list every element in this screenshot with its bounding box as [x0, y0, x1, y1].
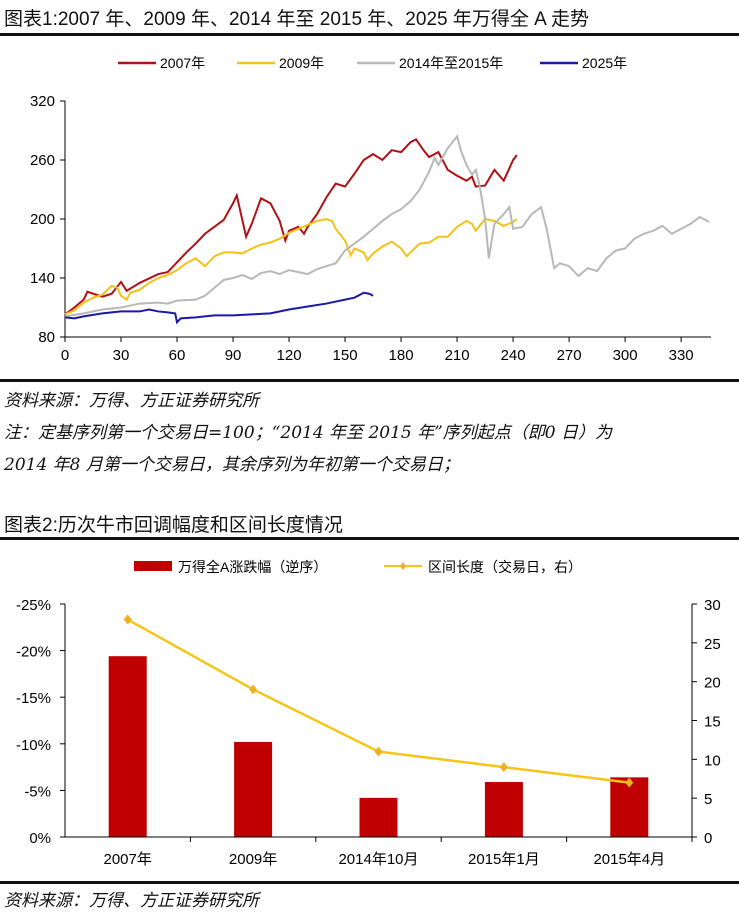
- right-tick-label: 10: [704, 752, 721, 769]
- legend-label: 2014年至2015年: [399, 55, 503, 71]
- line-marker: [499, 762, 508, 773]
- x-tick-label: 120: [277, 347, 302, 364]
- series-line-1: [64, 217, 518, 316]
- divider: [0, 881, 739, 884]
- right-tick-label: 30: [704, 597, 721, 614]
- series-line-0: [64, 138, 518, 316]
- legend-label: 2007年: [160, 55, 205, 71]
- chart1-title: 图表1:2007 年、2009 年、2014 年至 2015 年、2025 年万…: [4, 9, 590, 30]
- x-tick-label: 270: [557, 347, 582, 364]
- series-line-2: [64, 134, 710, 318]
- chart2-source: 资料来源：万得、方正证券研究所: [4, 891, 259, 911]
- x-tick-label: 210: [445, 347, 470, 364]
- left-tick-label: -10%: [16, 737, 51, 754]
- right-tick-label: 15: [704, 714, 721, 731]
- chart2: 0% -5% -10% -15% -20% -25% 0 5 10 15 20 25 30 2007年 20…: [16, 559, 721, 868]
- y-tick-label: 140: [30, 270, 55, 287]
- bar: [234, 741, 273, 837]
- line-marker: [374, 746, 383, 757]
- x-tick-label: 2015年4月: [593, 851, 665, 868]
- legend-label: 2025年: [582, 55, 627, 71]
- divider: [0, 537, 739, 540]
- left-tick-label: -5%: [24, 783, 51, 800]
- right-tick-label: 20: [704, 675, 721, 692]
- legend-label: 2009年: [279, 55, 324, 71]
- x-tick-label: 2014年10月: [338, 851, 418, 868]
- legend-label: 区间长度（交易日，右）: [428, 559, 582, 575]
- bar: [108, 656, 147, 837]
- series-line-3: [64, 291, 374, 325]
- left-tick-label: -15%: [16, 690, 51, 707]
- x-tick-label: 300: [613, 347, 638, 364]
- legend-marker: [400, 562, 406, 570]
- chart1-note: 2014 年8 月第一个交易日，其余序列为年初第一个交易日；: [4, 455, 460, 475]
- y-tick-label: 80: [38, 329, 55, 346]
- line-series: [127, 618, 630, 784]
- x-tick-label: 0: [61, 347, 69, 364]
- chart2-title: 图表2:历次牛市回调幅度和区间长度情况: [4, 515, 343, 536]
- x-tick-label: 150: [333, 347, 358, 364]
- bar: [359, 797, 398, 837]
- x-tick-label: 180: [389, 347, 414, 364]
- bar: [484, 782, 523, 837]
- divider: [0, 379, 739, 382]
- legend-swatch: [134, 561, 172, 571]
- x-tick-label: 330: [669, 347, 694, 364]
- right-tick-label: 25: [704, 636, 721, 653]
- x-tick-label: 2007年: [104, 851, 152, 868]
- line-marker: [249, 684, 258, 695]
- left-tick-label: 0%: [29, 830, 51, 847]
- line-marker: [625, 777, 634, 788]
- legend-label: 万得全A涨跌幅（逆序）: [178, 559, 327, 575]
- right-tick-label: 0: [704, 830, 712, 847]
- right-tick-label: 5: [704, 791, 712, 808]
- y-tick-label: 260: [30, 152, 55, 169]
- y-tick-label: 320: [30, 93, 55, 110]
- left-tick-label: -20%: [16, 644, 51, 661]
- x-tick-label: 30: [113, 347, 130, 364]
- divider: [0, 33, 739, 36]
- chart1-source: 资料来源：万得、方正证券研究所: [4, 391, 259, 411]
- x-tick-label: 2009年: [229, 851, 277, 868]
- chart1: 80 140 200 260 320 0 30 60 90 120 150 180 210 240 270 3…: [30, 55, 711, 364]
- line-marker: [123, 614, 132, 625]
- y-tick-label: 200: [30, 211, 55, 228]
- x-tick-label: 90: [225, 347, 242, 364]
- x-tick-label: 2015年1月: [468, 851, 540, 868]
- x-tick-label: 60: [169, 347, 186, 364]
- x-tick-label: 240: [501, 347, 526, 364]
- chart1-note: 注：定基序列第一个交易日=100；“2014 年至 2015 年”序列起点（即0…: [4, 423, 613, 443]
- left-tick-label: -25%: [16, 597, 51, 614]
